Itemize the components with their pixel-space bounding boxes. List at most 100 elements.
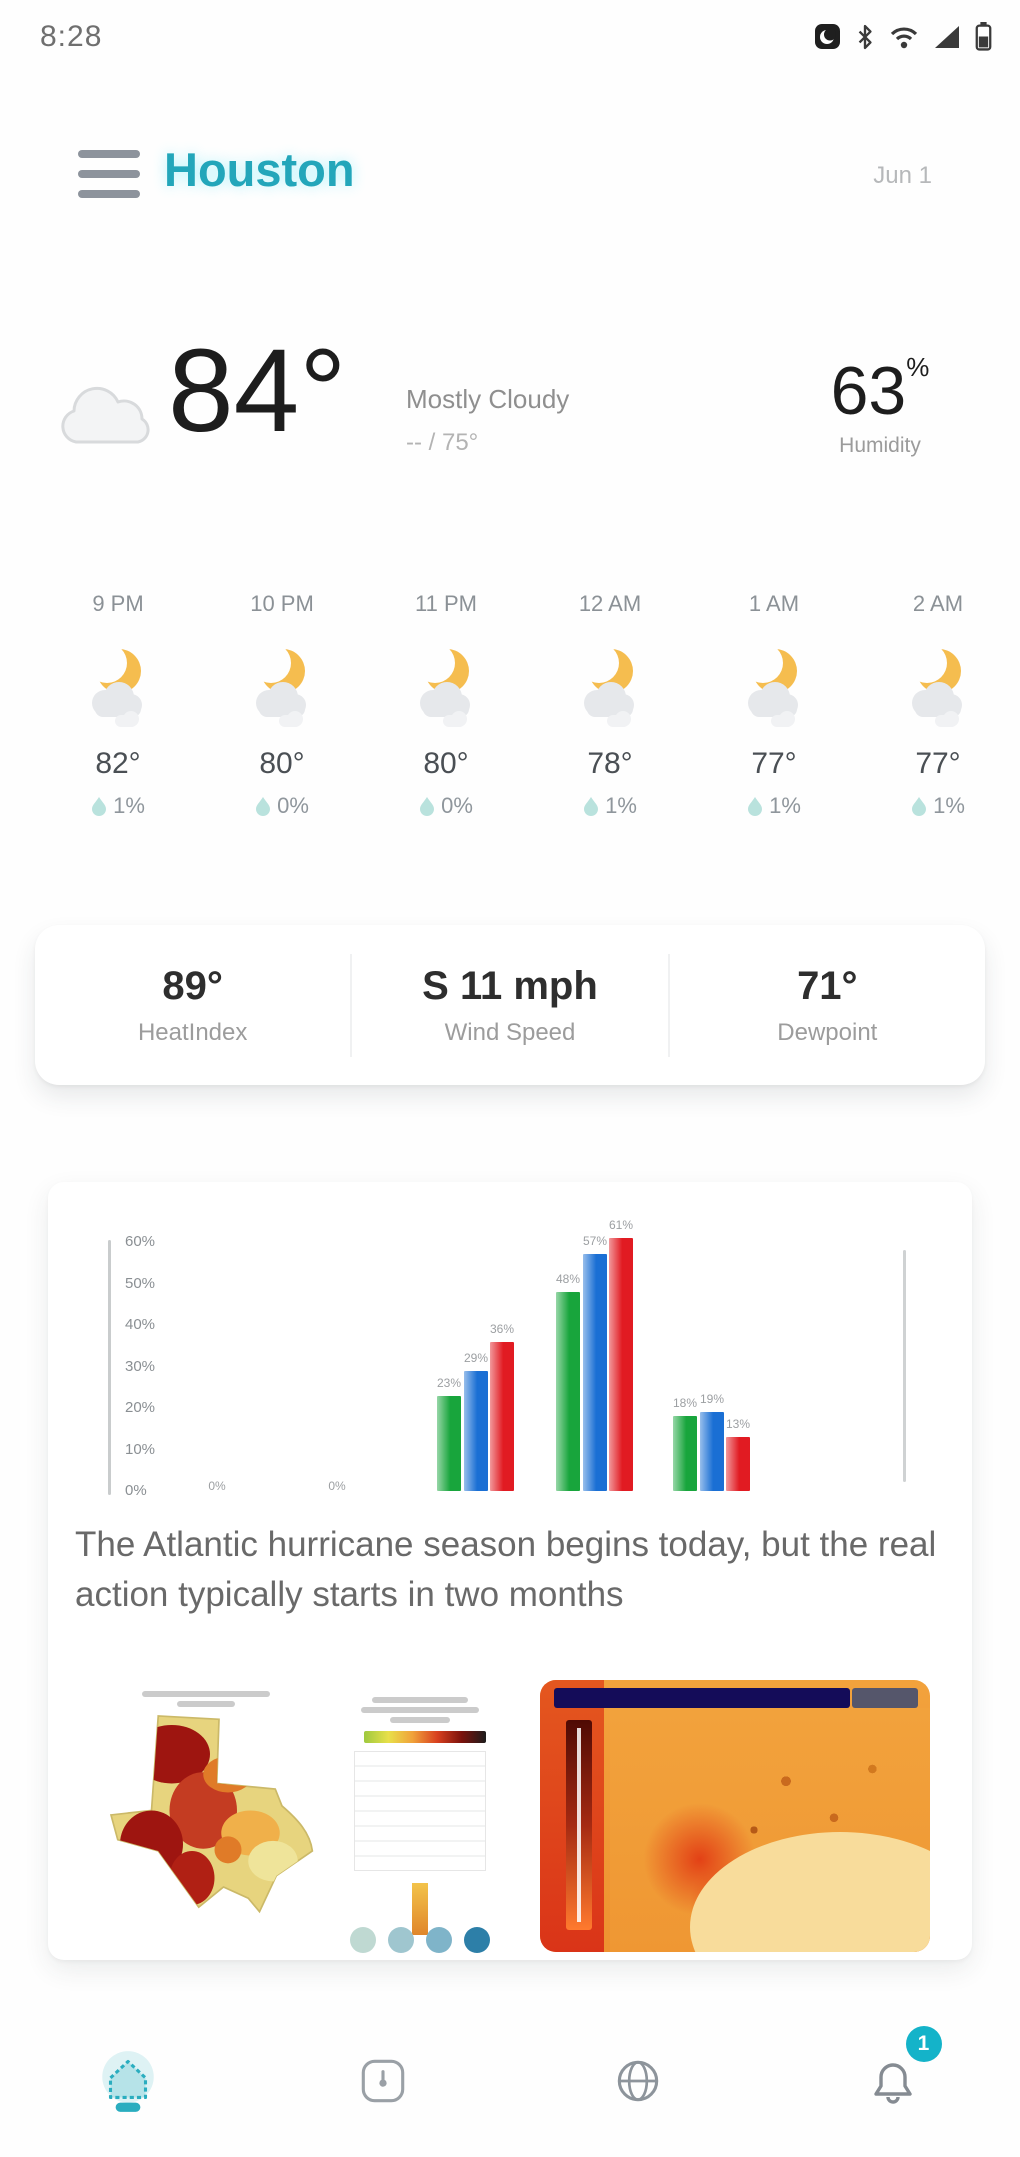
notification-badge: 1 [905, 2026, 942, 2062]
bar-value-label: 29% [463, 1351, 489, 1365]
hourly-time: 9 PM [92, 591, 144, 616]
heat-map-legend-line [577, 1728, 581, 1922]
humidity-label: Humidity [839, 434, 921, 457]
nav-globe-button[interactable] [583, 2026, 693, 2136]
bar-value-label: 13% [725, 1417, 751, 1431]
y-axis-tick-label: 50% [125, 1274, 156, 1292]
bar-blue [700, 1412, 724, 1491]
stat-label: Wind Speed [444, 1018, 576, 1046]
bar-value-label: 61% [608, 1218, 634, 1232]
hourly-forecast-strip[interactable]: 9 PM 82° 1% 10 PM 80° 0% 11 PM 80° 0% 12 AM 78° 1% 1… [0, 585, 1020, 835]
stat-label: HeatIndex [137, 1018, 248, 1046]
hourly-time: 11 PM [415, 591, 477, 616]
hourly-precip: 1% [36, 793, 200, 819]
hourly-temp: 80° [259, 747, 305, 780]
y-axis-tick-label: 60% [125, 1233, 156, 1250]
thumbnail-caption-line [141, 1691, 270, 1697]
moon-cloud-icon [415, 643, 470, 727]
y-axis-tick-label: 20% [125, 1399, 156, 1416]
y-axis-tick-label: 40% [125, 1316, 156, 1333]
hamburger-menu-icon[interactable] [78, 150, 140, 198]
stat-cell: 89° HeatIndex [35, 954, 350, 1057]
bar-green [673, 1416, 697, 1491]
hourly-column: 11 PM 80° 0% [364, 585, 528, 835]
bluetooth-icon [855, 23, 875, 56]
chart-y-axis-line [108, 1240, 111, 1495]
hourly-temp: 77° [751, 747, 797, 780]
hourly-time: 12 AM [578, 591, 642, 616]
current-temperature: 84° [168, 325, 347, 457]
droplet-icon [912, 797, 927, 816]
chart-right-border-line [903, 1250, 906, 1482]
status-time: 8:28 [40, 20, 103, 53]
stat-cell: S 11 mph Wind Speed [350, 953, 667, 1057]
y-axis-tick-label: 30% [125, 1357, 156, 1375]
bar-value-label: 18% [672, 1396, 698, 1410]
forecast-table-thumbnail[interactable] [340, 1687, 500, 1955]
moon-cloud-icon [743, 643, 798, 727]
bar-value-label: 0% [208, 1479, 226, 1493]
hourly-column: 9 PM 82° 1% [36, 585, 200, 835]
status-icons [814, 22, 992, 56]
bar-blue [464, 1371, 488, 1491]
bar-blue [583, 1254, 607, 1491]
hourly-time: 2 AM [912, 591, 964, 616]
home-icon [101, 2051, 154, 2112]
droplet-icon [748, 797, 763, 816]
wifi-icon [889, 24, 919, 55]
texas-map-graphic [109, 1715, 314, 1914]
heat-map-title-bar [554, 1688, 850, 1708]
droplet-icon [420, 797, 435, 816]
header-date: Jun 1 [873, 162, 932, 189]
nav-alerts-button[interactable]: 1 [838, 2026, 948, 2136]
condition-text: Mostly Cloudy [406, 384, 570, 414]
humidity-value: 63 [830, 353, 907, 429]
hourly-column: 1 AM 77° 1% [692, 585, 856, 835]
stat-value: 71° [797, 963, 858, 1008]
news-article-card[interactable]: 60% 50% 40% 30% 20% 10% 0% 0% 0% 23% 29% 36% 48% 57% 6… [48, 1182, 972, 1960]
hourly-precip: 1% [692, 793, 856, 819]
hourly-precip: 1% [856, 793, 1020, 819]
bell-icon [873, 2063, 912, 2104]
hourly-temp: 82° [95, 747, 141, 780]
humidity-block: 63% Humidity [800, 352, 960, 458]
heat-map-title-bar-right [852, 1688, 918, 1708]
article-headline[interactable]: The Atlantic hurricane season begins tod… [75, 1525, 937, 1614]
moon-cloud-icon [87, 643, 142, 727]
bar-green [437, 1396, 461, 1491]
hourly-column: 12 AM 78° 1% [528, 585, 692, 835]
hourly-temp: 78° [587, 747, 633, 780]
heat-map-thumbnail[interactable] [540, 1680, 930, 1952]
hourly-precip: 0% [364, 793, 528, 819]
battery-icon [975, 22, 992, 56]
current-condition-block: Mostly Cloudy -- / 75° [406, 384, 569, 457]
bar-red [726, 1437, 750, 1491]
bar-value-label: 19% [699, 1392, 725, 1406]
nav-home-button[interactable] [73, 2026, 183, 2136]
water-drop-icons [350, 1927, 490, 1953]
stat-cell: 71° Dewpoint [667, 953, 985, 1057]
thumbnail-caption-line [372, 1697, 468, 1703]
radar-icon [361, 2059, 404, 2103]
y-axis-tick-label: 0% [125, 1482, 147, 1499]
precip-value: 0% [277, 793, 309, 818]
bar-value-label: 0% [328, 1479, 346, 1493]
hourly-column: 10 PM 80° 0% [200, 585, 364, 835]
stat-value: 89° [162, 963, 223, 1008]
data-table-graphic [354, 1751, 486, 1871]
humidity-unit: % [906, 352, 930, 382]
precip-value: 1% [933, 793, 965, 818]
conditions-summary-card: 89° HeatIndex S 11 mph Wind Speed 71° Dewpoin… [35, 925, 985, 1085]
texas-drought-map-thumbnail[interactable] [88, 1687, 323, 1947]
droplet-icon [256, 797, 271, 816]
mini-bar-graphic [412, 1883, 428, 1935]
droplet-icon [584, 797, 599, 816]
hourly-precip: 1% [528, 793, 692, 819]
nav-radar-button[interactable] [328, 2026, 438, 2136]
hurricane-activity-bar-chart: 60% 50% 40% 30% 20% 10% 0% 0% 0% 23% 29% 36% 48% 57% 6… [48, 1192, 972, 1522]
hourly-column: 2 AM 77° 1% [856, 585, 1020, 835]
hourly-precip: 0% [200, 793, 364, 819]
precip-value: 0% [441, 793, 473, 818]
city-name[interactable]: Houston [164, 143, 355, 196]
